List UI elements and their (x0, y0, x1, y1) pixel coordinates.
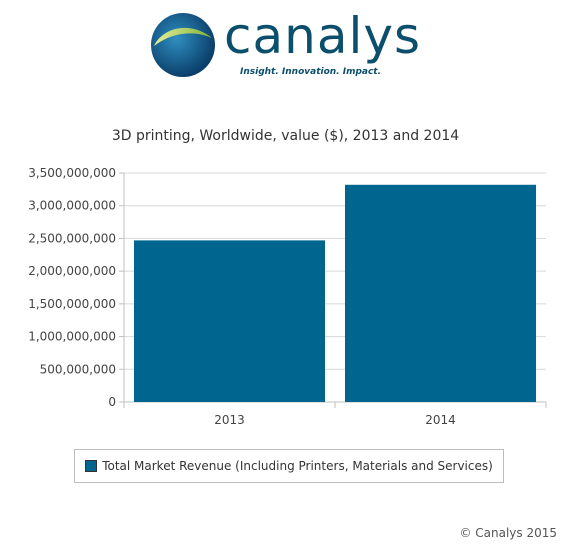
legend-swatch (85, 460, 98, 472)
y-tick-label: 1,500,000,000 (28, 297, 116, 311)
logo-wordmark: canalys (224, 7, 421, 65)
y-tick-label: 3,000,000,000 (28, 199, 116, 213)
y-tick-label: 500,000,000 (40, 362, 116, 376)
y-tick-label: 3,500,000,000 (28, 166, 116, 180)
bar-chart: 0 500,000,000 1,000,000,000 1,500,000,000 2,… (28, 166, 547, 427)
legend-label: Total Market Revenue (Including Printers… (102, 459, 493, 473)
chart-title: 3D printing, Worldwide, value ($), 2013 … (111, 128, 460, 144)
x-tick-label: 2013 (214, 413, 245, 427)
x-tick-label: 2014 (425, 413, 456, 427)
chart-legend[interactable]: Total Market Revenue (Including Printers… (74, 449, 504, 483)
y-tick-label: 2,000,000,000 (28, 264, 116, 278)
y-tick-label: 1,000,000,000 (28, 330, 116, 344)
canalys-logo: canalys Insight. Innovation. Impact. (150, 7, 440, 82)
bar-2013[interactable] (134, 240, 325, 402)
y-tick-label: 0 (108, 395, 116, 409)
globe-icon (151, 13, 215, 77)
copyright-text: © Canalys 2015 (459, 526, 557, 540)
logo-tagline: Insight. Innovation. Impact. (240, 67, 382, 77)
bar-2014[interactable] (345, 184, 536, 402)
y-tick-label: 2,500,000,000 (28, 231, 116, 245)
